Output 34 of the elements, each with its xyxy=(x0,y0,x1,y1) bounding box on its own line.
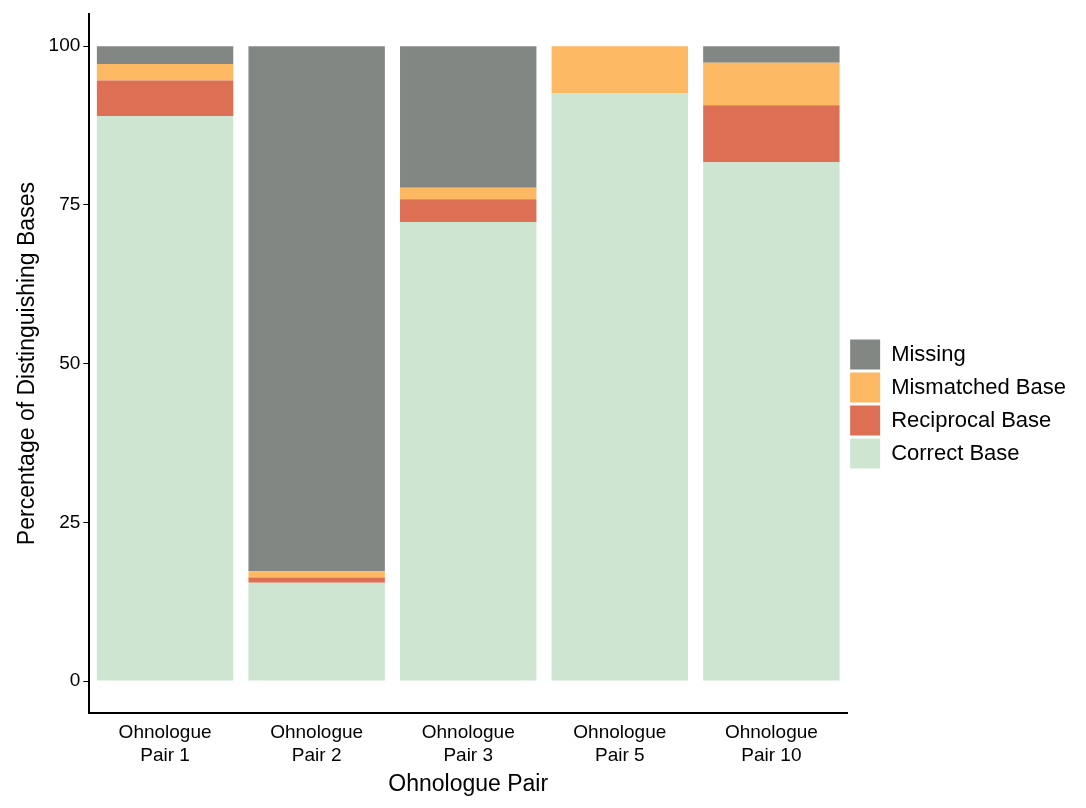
y-tick-label: 0 xyxy=(69,669,81,691)
bar xyxy=(248,577,385,583)
y-axis-title: Percentage of Distinguishing Bases xyxy=(13,182,40,546)
bar xyxy=(551,46,688,94)
bar xyxy=(96,46,234,64)
y-tick-label: 25 xyxy=(59,510,81,532)
x-tick-label: Ohnologue Pair 1 xyxy=(118,721,212,766)
bar xyxy=(400,222,537,681)
bar xyxy=(400,187,537,200)
bar xyxy=(96,115,234,681)
x-axis-title: Ohnologue Pair xyxy=(388,769,549,796)
bar xyxy=(96,63,234,81)
bar xyxy=(96,80,234,116)
bar xyxy=(248,582,385,681)
y-tick-label: 50 xyxy=(59,351,81,373)
legend-label: Correct Base xyxy=(891,439,1020,465)
bar xyxy=(248,46,385,572)
bar xyxy=(703,105,840,163)
x-tick-label: Ohnologue Pair 10 xyxy=(724,721,818,766)
bar xyxy=(703,62,840,106)
x-tick-label: Ohnologue Pair 3 xyxy=(421,721,515,766)
bar xyxy=(703,162,840,681)
x-tick-label: Ohnologue Pair 5 xyxy=(573,721,667,766)
y-tick-label: 100 xyxy=(48,34,81,56)
legend-label: Mismatched Base xyxy=(891,373,1067,399)
bar xyxy=(400,199,537,223)
legend-label: Missing xyxy=(891,340,966,366)
bar xyxy=(400,46,537,188)
x-tick-label: Ohnologue Pair 2 xyxy=(270,721,364,766)
bar xyxy=(703,46,840,63)
legend-label: Reciprocal Base xyxy=(891,406,1052,432)
bar xyxy=(248,571,385,578)
bar xyxy=(551,93,688,681)
y-tick-label: 75 xyxy=(59,193,81,215)
